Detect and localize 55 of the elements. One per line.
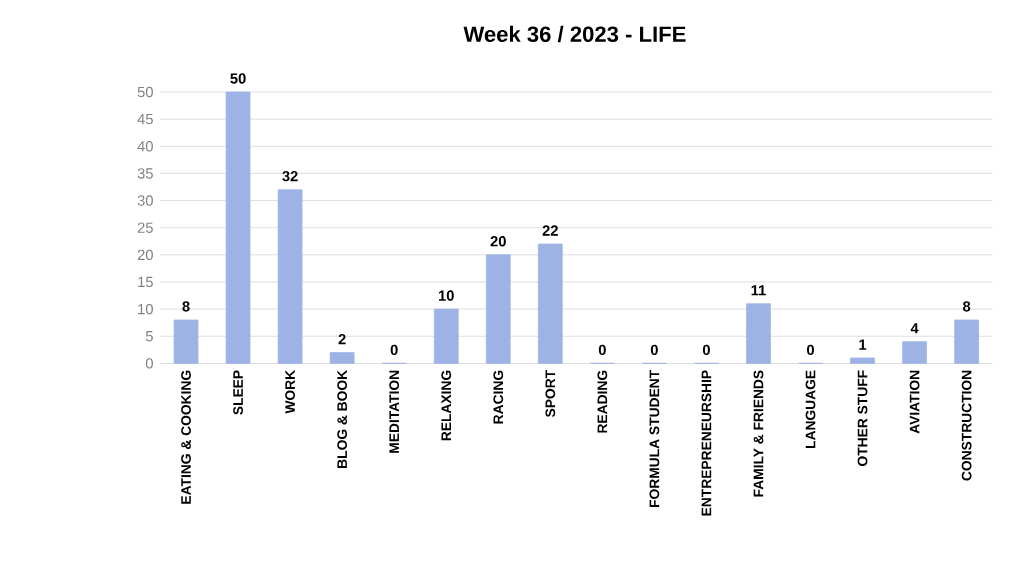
x-tick-label: WORK (285, 369, 295, 414)
bar (537, 243, 563, 364)
y-tick-label: 25 (137, 222, 153, 233)
x-tick-label: READING (597, 370, 608, 433)
data-label: 8 (962, 300, 971, 312)
x-tick-label: BLOG & BOOK (337, 369, 348, 468)
bar (329, 351, 355, 364)
data-label: 0 (390, 344, 398, 355)
data-label: 2 (338, 333, 346, 344)
x-tick-label: RELAXING (441, 370, 452, 441)
x-tick-label: MEDITATION (389, 370, 400, 453)
x-tick-label: SLEEP (233, 370, 243, 415)
data-label: 1 (859, 339, 867, 350)
data-label: 50 (230, 73, 246, 84)
x-tick-label: RACING (493, 370, 504, 424)
data-label: 10 (438, 290, 454, 301)
y-tick-label: 40 (137, 140, 153, 152)
x-tick-label: SPORT (545, 369, 556, 417)
y-tick-label: 35 (137, 167, 153, 179)
x-tick-label: EATING & COOKING (181, 370, 191, 504)
data-label: 11 (751, 284, 766, 296)
data-label: 20 (490, 235, 506, 247)
data-label: 0 (702, 344, 710, 355)
data-label: 0 (650, 344, 658, 355)
bar (173, 319, 199, 364)
x-tick-label: FAMILY & FRIENDS (753, 370, 764, 497)
x-tick-label: ENTREPRENEURSHIP (701, 370, 712, 516)
x-tick-label: AVIATION (909, 370, 920, 434)
y-tick-label: 45 (137, 113, 153, 125)
y-tick-label: 10 (138, 303, 153, 315)
bar (850, 357, 875, 364)
data-label: 0 (806, 344, 814, 355)
bar (485, 254, 511, 364)
data-label: 8 (182, 300, 190, 312)
y-tick-label: 15 (138, 276, 153, 287)
y-tick-label: 50 (137, 86, 153, 97)
y-tick-label: 30 (137, 195, 153, 206)
bar (746, 303, 771, 364)
bar (954, 319, 979, 364)
bar (902, 341, 927, 364)
bar (225, 91, 251, 364)
data-label: 4 (910, 322, 919, 334)
x-tick-label: FORMULA STUDENT (649, 369, 660, 507)
bar (277, 189, 303, 364)
data-label: 32 (282, 170, 298, 182)
y-tick-label: 5 (145, 330, 153, 342)
chart-title: Week 36 / 2023 - LIFE (463, 25, 686, 43)
data-label: 0 (598, 344, 606, 355)
bar (433, 308, 459, 364)
x-tick-label: OTHER STUFF (857, 370, 868, 466)
y-tick-label: 0 (145, 357, 153, 369)
x-tick-label: CONSTRUCTION (961, 370, 972, 481)
x-tick-label: LANGUAGE (805, 370, 816, 448)
y-tick-label: 20 (137, 249, 153, 260)
data-label: 22 (542, 225, 558, 236)
